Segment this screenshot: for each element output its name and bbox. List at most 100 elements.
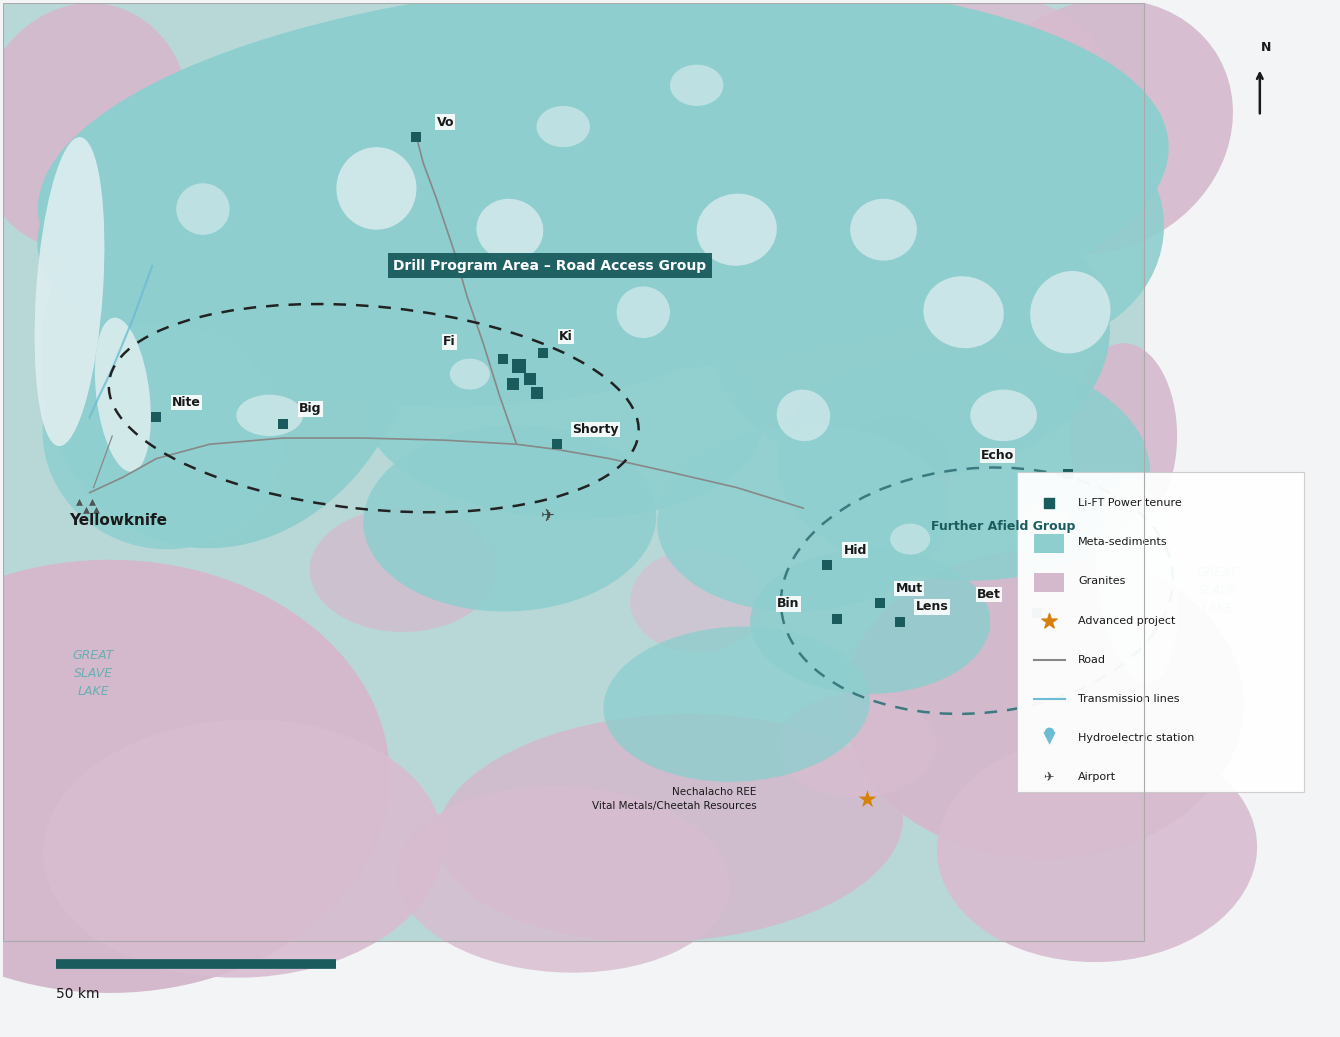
Text: Mut: Mut (895, 582, 923, 595)
Point (68, 494, 90, 510)
Point (75, 502, 96, 518)
Text: Nite: Nite (173, 396, 201, 410)
Ellipse shape (450, 359, 490, 390)
Ellipse shape (630, 550, 764, 652)
Text: Bin: Bin (777, 597, 799, 611)
Point (525, 385, 547, 401)
Ellipse shape (777, 354, 1150, 581)
Point (82, 494, 103, 510)
Text: Big: Big (299, 402, 322, 416)
Point (1038, 612, 1060, 628)
Ellipse shape (777, 390, 831, 441)
Ellipse shape (1071, 343, 1177, 529)
Bar (3, 3, 1144, 942)
Point (1026, 606, 1048, 622)
Ellipse shape (177, 184, 229, 234)
Ellipse shape (363, 312, 762, 518)
Ellipse shape (236, 395, 303, 436)
Text: Meta-sediments: Meta-sediments (1079, 537, 1168, 548)
Ellipse shape (697, 194, 777, 265)
Ellipse shape (923, 276, 1004, 348)
Bar (3, 3, 1144, 942)
Ellipse shape (843, 416, 950, 518)
Ellipse shape (1030, 271, 1111, 354)
Point (868, 595, 890, 612)
Point (545, 436, 567, 452)
Ellipse shape (0, 560, 390, 993)
Text: Hydroelectric station: Hydroelectric station (1079, 733, 1195, 744)
Text: Hid: Hid (843, 543, 867, 557)
Text: Transmission lines: Transmission lines (1079, 694, 1179, 704)
Ellipse shape (923, 116, 1164, 343)
Text: Vo: Vo (437, 115, 454, 129)
Ellipse shape (710, 188, 1110, 478)
Ellipse shape (890, 524, 930, 555)
Ellipse shape (1017, 503, 1071, 534)
Point (888, 613, 910, 629)
FancyBboxPatch shape (1034, 573, 1064, 592)
Ellipse shape (843, 550, 1244, 859)
Ellipse shape (603, 626, 870, 782)
Ellipse shape (38, 115, 769, 407)
Point (406, 129, 427, 145)
Ellipse shape (657, 425, 950, 612)
Point (856, 791, 878, 808)
Ellipse shape (937, 735, 1257, 962)
Text: Fi: Fi (444, 335, 456, 348)
Point (825, 610, 847, 626)
Point (1038, 730, 1060, 747)
Text: GREAT
SLAVE
LAKE: GREAT SLAVE LAKE (72, 649, 114, 698)
Point (508, 358, 529, 374)
Point (146, 410, 168, 426)
Point (272, 415, 293, 431)
Text: Li-FT Power tenure: Li-FT Power tenure (1079, 498, 1182, 508)
Point (519, 371, 540, 388)
Text: Nechalacho REE
Vital Metals/Cheetah Resources: Nechalacho REE Vital Metals/Cheetah Reso… (592, 787, 757, 811)
Ellipse shape (777, 694, 937, 797)
Text: Granites: Granites (1079, 577, 1126, 586)
Ellipse shape (477, 199, 543, 260)
Ellipse shape (336, 147, 417, 230)
Ellipse shape (850, 199, 917, 260)
Text: Shorty: Shorty (572, 423, 619, 436)
Point (1038, 495, 1060, 511)
Text: ✈: ✈ (1044, 770, 1055, 784)
Text: 50 km: 50 km (56, 987, 99, 1001)
Ellipse shape (43, 720, 444, 978)
Text: Road: Road (1079, 654, 1107, 665)
Ellipse shape (1096, 478, 1179, 683)
Point (532, 345, 553, 362)
Text: ✈: ✈ (540, 507, 555, 526)
Ellipse shape (310, 508, 497, 632)
Ellipse shape (38, 0, 1168, 377)
Text: Airport: Airport (1079, 773, 1116, 782)
Ellipse shape (970, 390, 1037, 441)
Text: Echo: Echo (981, 449, 1014, 461)
Point (86, 502, 107, 518)
Ellipse shape (437, 713, 903, 942)
Point (1057, 466, 1079, 482)
Ellipse shape (724, 86, 884, 229)
FancyBboxPatch shape (1034, 534, 1064, 553)
Text: Drill Program Area – Road Access Group: Drill Program Area – Road Access Group (394, 259, 706, 273)
Point (1038, 724, 1060, 740)
Point (501, 376, 523, 393)
Ellipse shape (616, 286, 670, 338)
Ellipse shape (536, 106, 590, 147)
Ellipse shape (524, 0, 710, 95)
Text: Further Afield Group: Further Afield Group (931, 521, 1076, 533)
Ellipse shape (0, 3, 190, 250)
FancyBboxPatch shape (1017, 472, 1304, 792)
Ellipse shape (817, 0, 1110, 178)
Text: N: N (1261, 41, 1272, 54)
Ellipse shape (750, 550, 990, 694)
Text: Ki: Ki (559, 330, 574, 343)
Text: Bet: Bet (977, 588, 1001, 601)
Point (817, 557, 839, 573)
Text: Yellowknife: Yellowknife (70, 513, 168, 528)
Ellipse shape (397, 786, 730, 973)
Text: GREAT
SLAVE
LAKE: GREAT SLAVE LAKE (1197, 566, 1238, 615)
Ellipse shape (40, 117, 418, 549)
Ellipse shape (363, 425, 657, 612)
Ellipse shape (961, 0, 1233, 254)
